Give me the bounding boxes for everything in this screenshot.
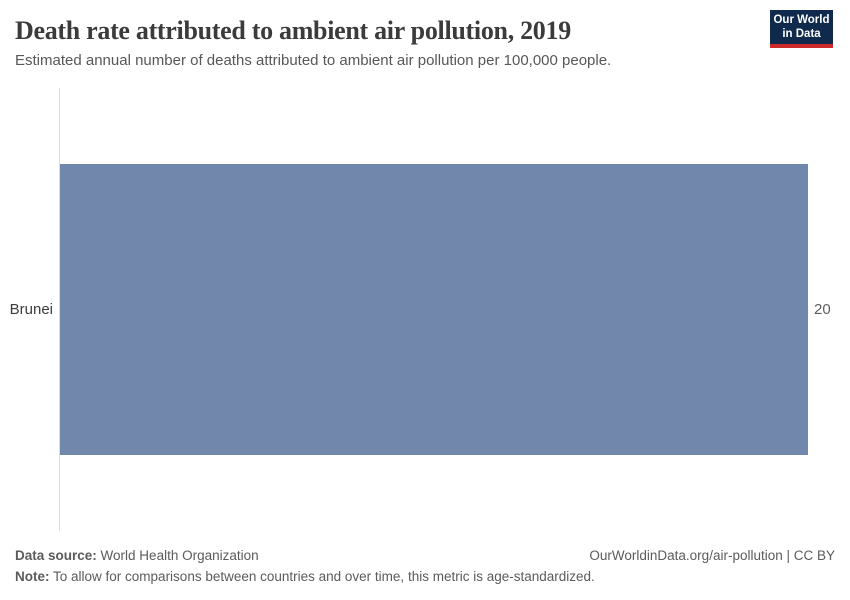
footer-sources-row: Data source: World Health Organization O… (15, 548, 835, 564)
chart-subtitle: Estimated annual number of deaths attrib… (15, 52, 612, 69)
origin-link[interactable]: OurWorldinData.org/air-pollution | CC BY (589, 548, 835, 563)
bar-brunei[interactable] (60, 164, 808, 455)
owid-logo-line2: in Data (782, 28, 821, 40)
data-source-value: World Health Organization (100, 548, 259, 563)
value-label-brunei: 20 (814, 301, 831, 318)
note-value: To allow for comparisons between countri… (53, 569, 595, 584)
entity-label-brunei: Brunei (9, 301, 53, 318)
y-axis-line (59, 88, 60, 531)
owid-logo-line1: Our World (773, 13, 830, 26)
data-source-text: Data source: World Health Organization (15, 548, 259, 564)
page-title: Death rate attributed to ambient air pol… (15, 16, 571, 45)
data-source-label: Data source: (15, 548, 97, 563)
owid-logo[interactable]: Our World in Data (770, 10, 833, 48)
footer-note-row: Note: To allow for comparisons between c… (15, 569, 835, 585)
plot-area (60, 164, 808, 455)
note-label: Note: (15, 569, 50, 584)
